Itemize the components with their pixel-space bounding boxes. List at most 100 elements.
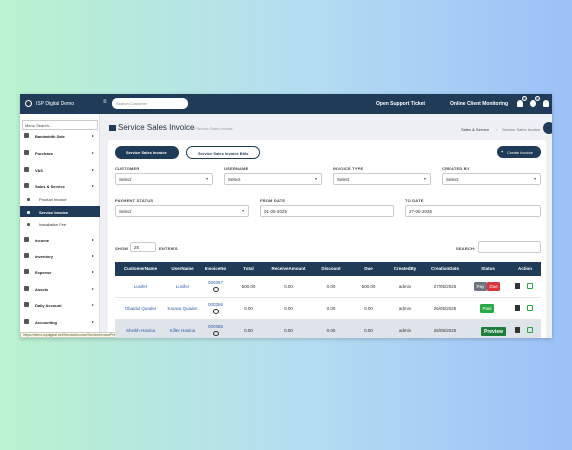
menu-caret: ▸ [92,150,95,155]
column-header: InvoiceNo [204,266,227,271]
status-badge[interactable]: Paid [480,304,495,313]
tab-active[interactable]: Service Sales Invoice [115,146,179,159]
support-link[interactable]: Open Support Ticket [376,101,426,107]
menu-caret: ▸ [92,183,95,188]
table-cell: 500.00 [361,284,376,289]
breadcrumb-home[interactable]: Sales & Service [461,127,490,132]
dropdown-caret: ▾ [206,176,209,181]
table-cell: admin [398,306,412,311]
filter-input[interactable]: Select [333,173,431,185]
comment-icon [213,287,219,292]
breadcrumb-current: Service Sales Invoice [502,127,541,132]
help-icon[interactable] [530,100,536,107]
edit-icon[interactable] [527,305,533,311]
menu-icon [24,253,29,258]
table-cell[interactable]: 000365 [207,324,224,329]
filter-input[interactable]: 27-05-2025 [405,205,541,217]
filter-label: PAYMENT STATUS [115,198,154,203]
filter-label: FROM DATE [260,198,286,203]
entries-select[interactable]: 25 [130,242,156,252]
table-cell[interactable]: 000366 [207,302,224,307]
table-cell: 0.00 [284,328,293,333]
monitoring-link[interactable]: Online Client Monitoring [450,101,509,107]
menu-toggle[interactable]: ≡ [103,99,107,105]
filter-label: CREATED BY [442,166,470,171]
page-title: Service Sales Invoice [118,123,195,132]
table-search[interactable] [478,241,541,253]
submenu-item[interactable]: Service Invoice [39,210,69,215]
dropdown-caret: ▾ [315,176,318,181]
dropdown-caret: ▾ [242,208,245,213]
menu-item[interactable]: Assets [35,287,49,292]
menu-search[interactable]: Menu Search... [22,120,98,130]
edit-icon[interactable] [527,283,533,289]
table-row [115,298,541,320]
tab[interactable]: Service Sales Invoice Bills [186,146,260,159]
menu-icon [24,302,29,307]
table-cell[interactable]: Kauwa Quader [167,306,198,311]
menu-caret: ▸ [92,286,95,291]
search-box[interactable]: Search Customer [112,98,188,109]
doc-icon[interactable] [515,327,520,333]
submenu-item[interactable]: Product Invoice [39,197,67,202]
table-cell[interactable]: Lusifer [175,284,190,289]
table-cell[interactable]: Lusifer [133,284,148,289]
user-icon[interactable] [543,100,549,107]
column-header: Total [243,266,254,271]
menu-icon [24,183,29,188]
edit-icon[interactable] [527,327,533,333]
help-badge: 0 [535,96,540,101]
preview-tooltip: Preview [481,327,506,336]
create-button[interactable]: Create Invoice [497,146,541,158]
menu-item[interactable]: Bandwidth Sale [35,134,65,139]
menu-icon [24,319,29,324]
filter-input[interactable]: Select [115,205,249,217]
bell-icon[interactable] [517,100,523,107]
table-cell: 0.00 [364,306,373,311]
status-badge[interactable]: Pay [474,282,487,291]
table-cell: 0.00 [244,328,253,333]
table-row [115,320,541,338]
doc-icon[interactable] [515,283,520,289]
column-header: CreatedBy [393,266,417,271]
status-badge[interactable]: Due [487,282,501,291]
submenu-dot [27,223,30,226]
table-cell: 26/05/2025 [433,328,457,333]
menu-item[interactable]: Inventory [35,254,54,259]
table-cell[interactable]: Obaidul Quader [124,306,157,311]
submenu-item[interactable]: Installation Fee [39,222,67,227]
filter-input[interactable]: Select [224,173,322,185]
table-cell: 500.00 [241,284,256,289]
filter-input[interactable]: Select [115,173,213,185]
menu-caret: ▸ [92,237,95,242]
table-cell[interactable]: Killer Hasina [169,328,196,333]
filter-input[interactable]: 01-05-2025 [260,205,394,217]
logo-icon [25,100,32,107]
table-cell[interactable]: 000367 [207,280,224,285]
menu-icon [24,167,29,172]
menu-item[interactable]: Sales & Service [35,184,65,189]
doc-icon[interactable] [515,305,520,311]
table-cell[interactable]: Sheikh Hasina [125,328,156,333]
gear-button[interactable] [543,122,552,134]
table-cell: admin [398,284,412,289]
filter-label: CUSTOMER [115,166,140,171]
active-item-bg [20,206,100,217]
filter-input[interactable]: Select [442,173,541,185]
menu-item[interactable]: Purchase [35,151,54,156]
submenu-dot [27,211,30,214]
menu-icon [24,133,29,138]
menu-item[interactable]: Accounting [35,320,57,325]
menu-icon [24,150,29,155]
plus: + [501,149,504,154]
column-header: Due [364,266,373,271]
menu-item[interactable]: Daily Account [35,303,62,308]
column-header: Action [518,266,532,271]
menu-item[interactable]: Income [35,238,50,243]
menu-icon [24,237,29,242]
search-label: SEARCH: [456,246,476,251]
table-cell: 0.00 [326,328,336,333]
menu-item[interactable]: Expense [35,270,52,275]
menu-caret: ▸ [92,133,95,138]
menu-item[interactable]: VAS [35,168,43,173]
